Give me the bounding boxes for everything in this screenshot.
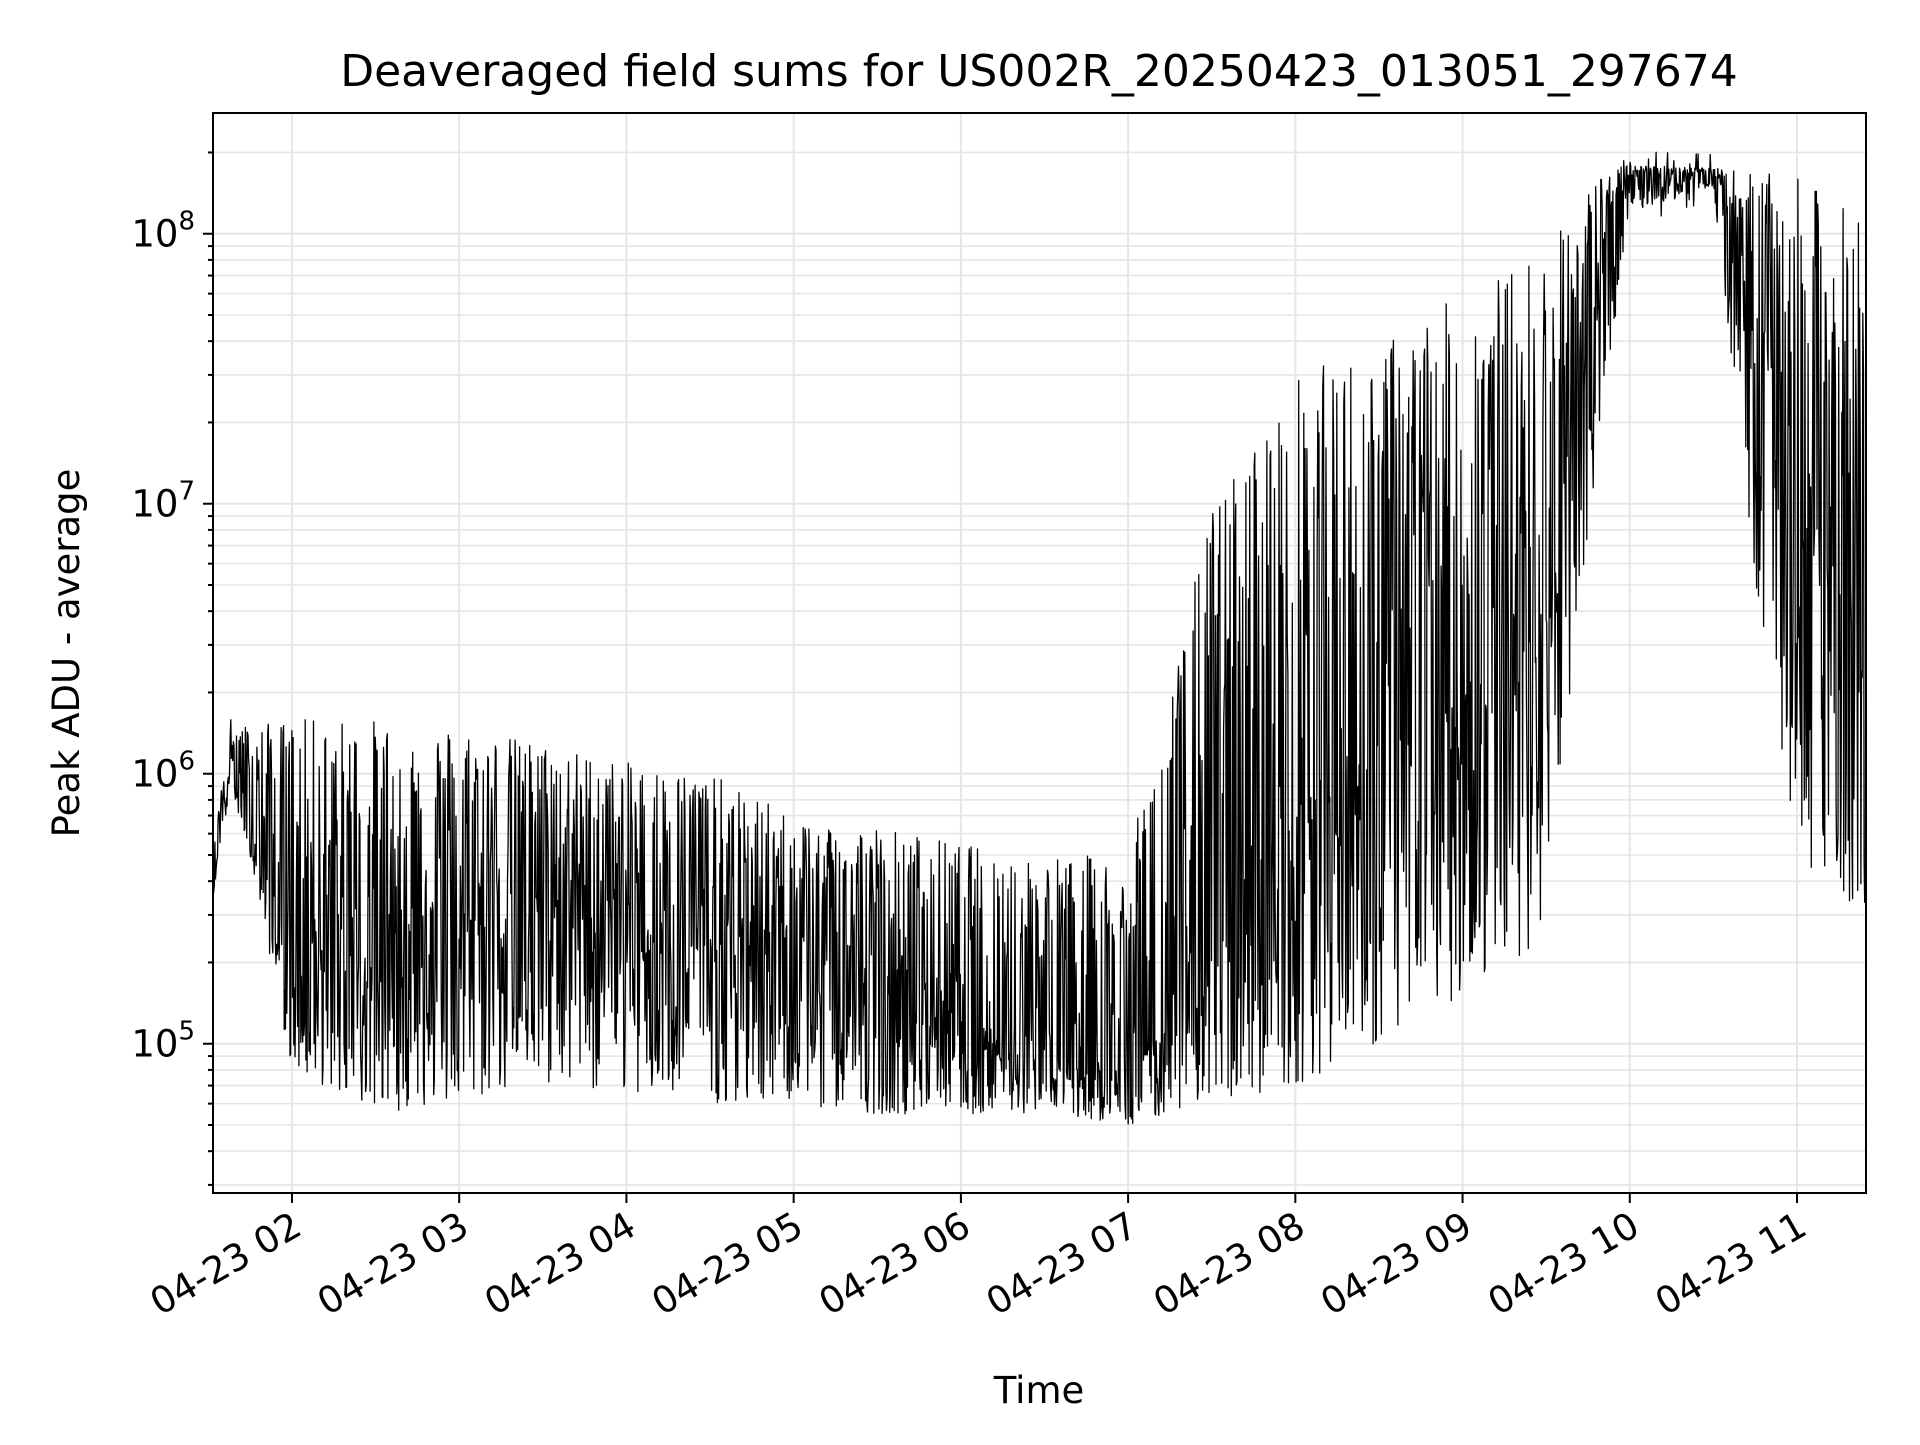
plot-frame [212, 112, 1867, 1194]
chart-title: Deaveraged field sums for US002R_2025042… [340, 46, 1738, 97]
y-tick-label: 106 [131, 747, 195, 796]
x-axis-label: Time [993, 1369, 1085, 1412]
series-line [212, 151, 1867, 1125]
y-tick-label: 107 [131, 477, 195, 526]
data-layer [212, 151, 1867, 1125]
y-axis-label: Peak ADU - average [45, 469, 88, 838]
y-tick-label: 105 [131, 1017, 195, 1066]
y-tick-label: 108 [131, 207, 195, 256]
